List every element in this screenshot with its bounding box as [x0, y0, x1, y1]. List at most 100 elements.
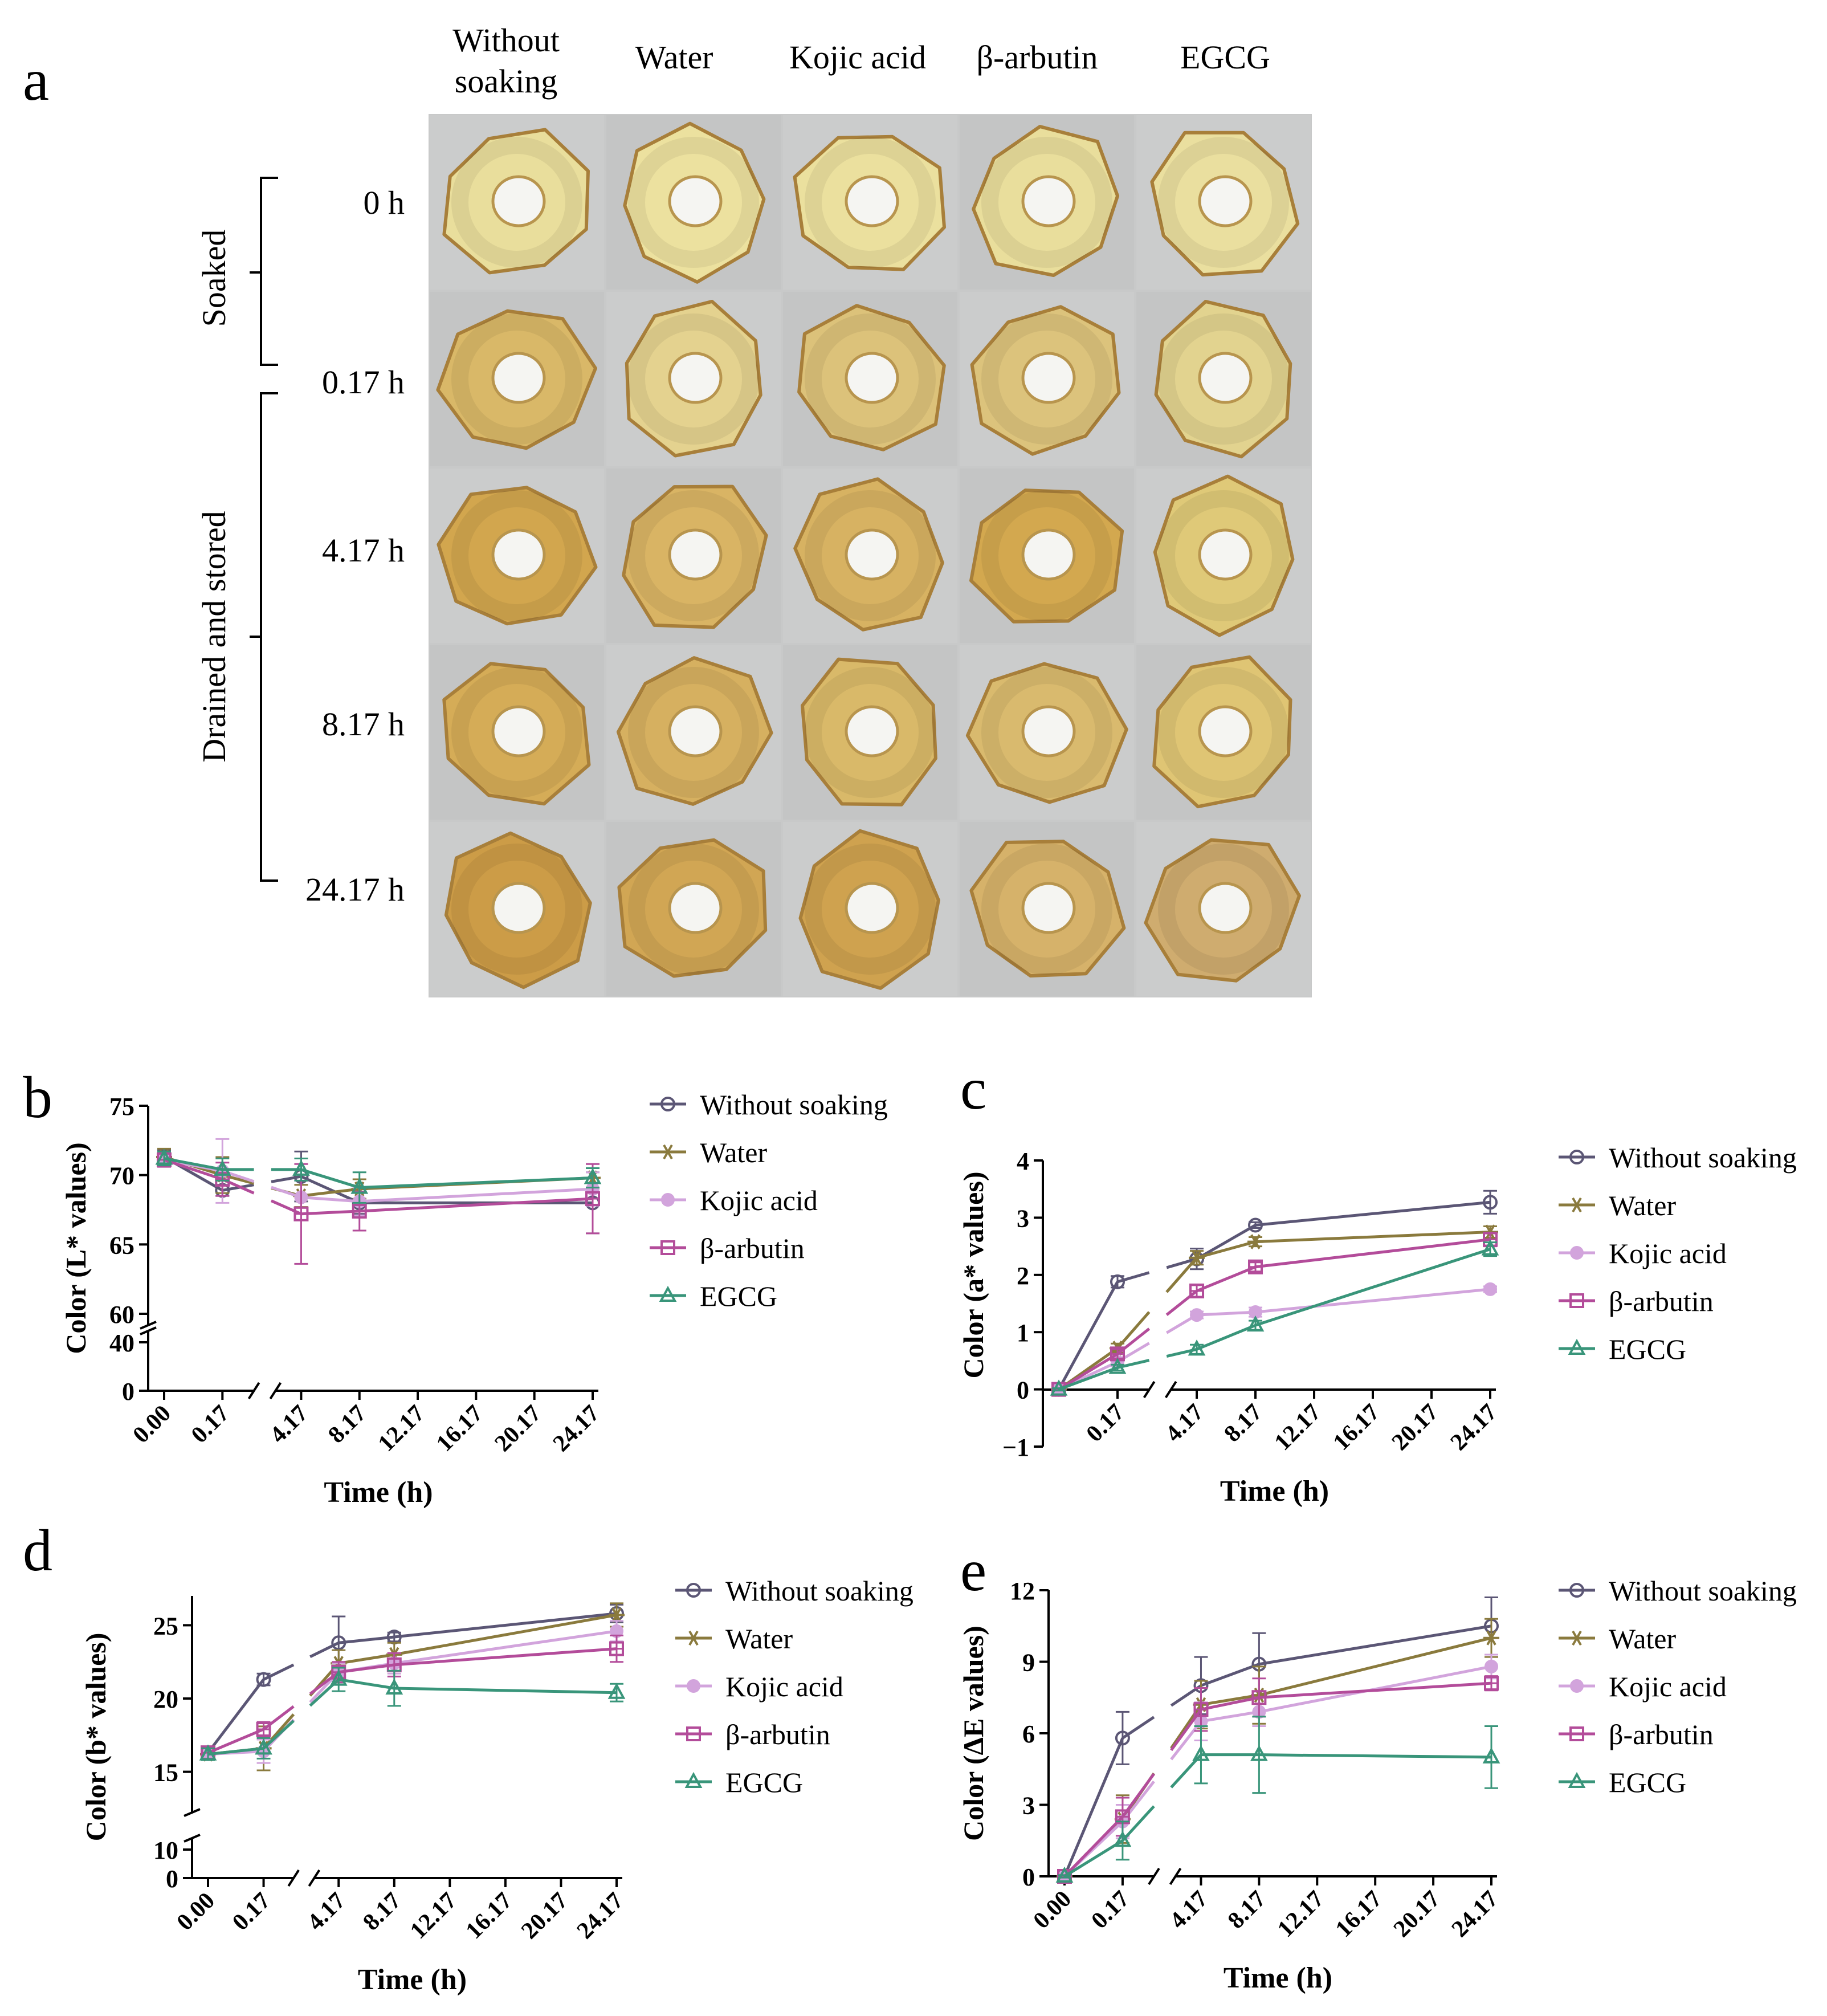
apple-core-hole [668, 528, 723, 581]
y-tick-label: 0 [1017, 1376, 1029, 1404]
apple-slice-ring [805, 667, 936, 798]
apple-core-hole [1198, 175, 1253, 227]
y-axis-label: Color (b* values) [80, 1633, 112, 1842]
series-line [1165, 1289, 1198, 1316]
series-line [1063, 1815, 1124, 1877]
column-header: Water [635, 39, 713, 76]
row-time-label: 0.17 h [322, 364, 405, 401]
series-line [301, 1196, 360, 1203]
y-axis-label: Color (ΔE values) [957, 1626, 989, 1841]
x-axis-break-mark [269, 1382, 282, 1400]
legend-entry-kojic-acid: Kojic acid [650, 1184, 818, 1216]
series-line [1196, 1240, 1256, 1260]
marker-triangle [255, 1738, 272, 1755]
legend-label: β-arbutin [700, 1232, 805, 1264]
series-line [301, 1209, 360, 1216]
x-tick-label: 0.00 [128, 1400, 176, 1448]
apple-slice-ring [1158, 313, 1289, 445]
y-tick-label: 15 [153, 1759, 178, 1787]
marker-dot [1570, 1679, 1584, 1693]
legend-label: Water [1609, 1190, 1676, 1221]
legend-label: EGCG [1609, 1333, 1686, 1365]
x-tick-label: 24.17 [572, 1888, 629, 1944]
legend-label: Water [1609, 1623, 1676, 1655]
series-line [1258, 1636, 1492, 1697]
group-label-soaked: Soaked [195, 230, 233, 327]
apple-core-hole [1198, 352, 1253, 404]
y-tick-label: 3 [1022, 1792, 1035, 1820]
series-line [1196, 1323, 1256, 1351]
apple-slice-ring [981, 667, 1112, 798]
y-tick-label: 2 [1017, 1262, 1029, 1290]
legend-label: Water [700, 1137, 767, 1168]
series-line [262, 1720, 295, 1750]
apple-core-hole [1021, 352, 1076, 404]
x-tick-label: 8.17 [358, 1888, 406, 1936]
y-tick-label: 60 [109, 1301, 134, 1329]
series-line [394, 1612, 617, 1639]
x-axis-break-mark [247, 1382, 260, 1400]
y-axis-break-mark [140, 1326, 157, 1335]
y-axis-label: Color (L* values) [60, 1142, 92, 1354]
x-tick-label: 20.17 [490, 1400, 546, 1457]
legend-entry-arbutin: β-arbutin [1559, 1285, 1714, 1317]
apple-core-hole [668, 175, 723, 227]
apple-slice-ring [805, 490, 936, 621]
x-tick-label: 0.00 [172, 1888, 220, 1936]
column-header-line: Without [452, 22, 560, 59]
marker-triangle [1192, 1745, 1210, 1761]
marker-star [686, 1630, 702, 1646]
x-tick-label: 16.17 [431, 1400, 488, 1457]
column-header: β-arbutin [976, 39, 1098, 76]
legend-entry-kojic-acid: Kojic acid [675, 1671, 843, 1703]
marker-dot [1483, 1282, 1497, 1296]
y-tick-label: 70 [109, 1162, 134, 1190]
y-tick-label: 12 [1010, 1577, 1035, 1605]
marker-circle [331, 1635, 346, 1651]
apple-core-hole [1198, 882, 1253, 934]
marker-circle [1483, 1195, 1498, 1210]
marker-triangle [1568, 1771, 1586, 1788]
panel-letter: e [960, 1538, 986, 1603]
x-axis-break-mark [1143, 1380, 1156, 1399]
marker-triangle [1114, 1831, 1132, 1847]
series-line [1196, 1265, 1256, 1293]
x-tick-label: 20.17 [1389, 1886, 1445, 1942]
apple-slice-ring [981, 313, 1112, 445]
panel-letter: b [23, 1065, 52, 1130]
apple-slice-ring [628, 313, 759, 445]
legend-entry-egcg: EGCG [1559, 1766, 1686, 1798]
x-axis-label: Time (h) [1220, 1475, 1329, 1508]
panel-letter: c [960, 1056, 986, 1122]
series-line [1063, 1839, 1124, 1878]
y-axis-break-mark [183, 1808, 201, 1817]
x-tick-label: 0.00 [1029, 1886, 1076, 1934]
series-line [1165, 1257, 1198, 1293]
apple-core-hole [491, 352, 546, 404]
series-line [207, 1679, 265, 1754]
series-line [309, 1671, 340, 1695]
y-tick-label: 25 [153, 1612, 178, 1640]
marker-triangle [1188, 1339, 1206, 1356]
chart-b-l-values: b 60 65 70 75 0 40 Color (L* values) 0.00 0.17 4.1… [23, 1065, 888, 1509]
marker-triangle [1250, 1745, 1268, 1761]
marker-triangle [1568, 1338, 1586, 1355]
apple-slice-ring [451, 844, 582, 975]
marker-triangle [1055, 1866, 1074, 1883]
marker-circle [1115, 1730, 1130, 1746]
marker-dot [1570, 1246, 1584, 1260]
series-line [1196, 1224, 1257, 1260]
series-egcg [155, 1148, 602, 1204]
row-time-label: 8.17 h [322, 706, 405, 743]
bracket-soaked [250, 177, 278, 366]
row-time-label: 0 h [364, 184, 405, 221]
chart-e-delta-e-values: e 0 3 6 9 12 Color (ΔE values) 0.00 0.17 4.17 8.17… [957, 1538, 1797, 1994]
x-tick-label: 0.17 [1082, 1399, 1129, 1447]
x-tick-label: 24.17 [548, 1400, 605, 1457]
marker-triangle [1481, 1239, 1499, 1256]
y-tick-label: 9 [1022, 1649, 1035, 1677]
apple-core-hole [1021, 175, 1076, 227]
marker-circle [686, 1583, 701, 1598]
legend-entry-kojic-acid: Kojic acid [1559, 1237, 1727, 1269]
apple-core-hole [1021, 705, 1076, 757]
